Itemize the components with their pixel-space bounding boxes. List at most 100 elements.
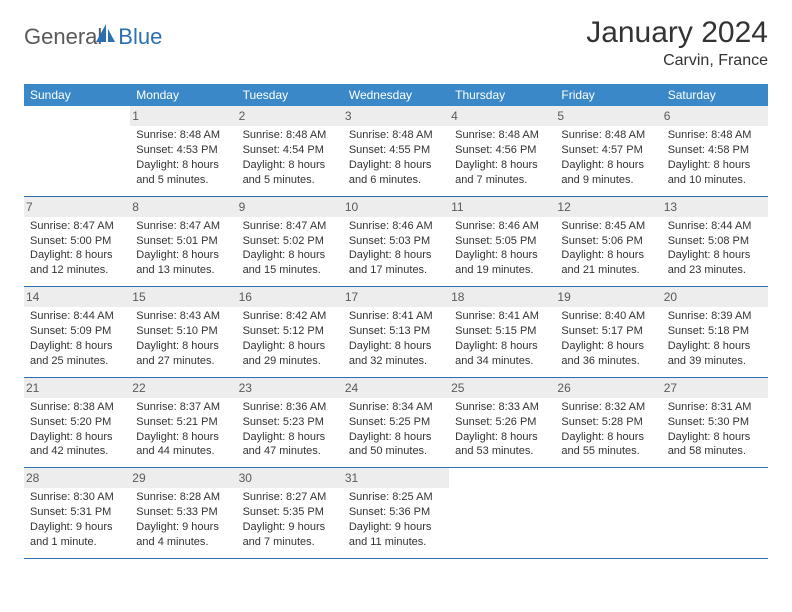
calendar-cell: 14Sunrise: 8:44 AMSunset: 5:09 PMDayligh… [24,287,130,378]
logo-text-general: General [24,24,102,50]
sunset-text: Sunset: 5:25 PM [349,415,443,430]
day-number: 12 [555,197,661,217]
calendar-cell: 4Sunrise: 8:48 AMSunset: 4:56 PMDaylight… [449,106,555,196]
day-header: Friday [555,84,661,106]
daylight-text: Daylight: 8 hours and 55 minutes. [561,430,655,460]
daylight-text: Daylight: 8 hours and 15 minutes. [243,248,337,278]
daylight-text: Daylight: 8 hours and 44 minutes. [136,430,230,460]
sunset-text: Sunset: 4:54 PM [243,143,337,158]
sunset-text: Sunset: 5:28 PM [561,415,655,430]
calendar-cell [662,468,768,559]
sunset-text: Sunset: 5:00 PM [30,234,124,249]
daylight-text: Daylight: 8 hours and 34 minutes. [455,339,549,369]
sunrise-text: Sunrise: 8:47 AM [30,219,124,234]
day-number: 7 [24,197,130,217]
sunset-text: Sunset: 5:02 PM [243,234,337,249]
calendar-cell: 13 Sunrise: 8:44 AMSunset: 5:08 PMDayligh… [662,196,768,287]
sunset-text: Sunset: 5:23 PM [243,415,337,430]
day-number: 20 [662,287,768,307]
sunrise-text: Sunrise: 8:48 AM [455,128,549,143]
sunset-text: Sunset: 4:56 PM [455,143,549,158]
calendar-cell: 9Sunrise: 8:47 AMSunset: 5:02 PMDaylight… [237,196,343,287]
calendar-row: 14Sunrise: 8:44 AMSunset: 5:09 PMDayligh… [24,287,768,378]
sunrise-text: Sunrise: 8:48 AM [668,128,762,143]
daylight-text: Daylight: 8 hours and 39 minutes. [668,339,762,369]
sunset-text: Sunset: 5:05 PM [455,234,549,249]
day-number: 10 [343,197,449,217]
calendar-cell: 22Sunrise: 8:37 AMSunset: 5:21 PMDayligh… [130,377,236,468]
sunset-text: Sunset: 5:10 PM [136,324,230,339]
day-number: 26 [555,378,661,398]
sunrise-text: Sunrise: 8:41 AM [349,309,443,324]
sunrise-text: Sunrise: 8:44 AM [668,219,762,234]
calendar-table: Sunday Monday Tuesday Wednesday Thursday… [24,84,768,559]
calendar-cell [449,468,555,559]
location-label: Carvin, France [586,52,768,70]
day-number: 27 [662,378,768,398]
calendar-cell: 11Sunrise: 8:46 AMSunset: 5:05 PMDayligh… [449,196,555,287]
daylight-text: Daylight: 8 hours and 27 minutes. [136,339,230,369]
month-title: January 2024 [586,16,768,50]
sunrise-text: Sunrise: 8:36 AM [243,400,337,415]
daylight-text: Daylight: 8 hours and 23 minutes. [668,248,762,278]
day-number: 9 [237,197,343,217]
sunrise-text: Sunrise: 8:34 AM [349,400,443,415]
sunset-text: Sunset: 4:57 PM [561,143,655,158]
daylight-text: Daylight: 8 hours and 13 minutes. [136,248,230,278]
sunrise-text: Sunrise: 8:27 AM [243,490,337,505]
sunset-text: Sunset: 5:13 PM [349,324,443,339]
sunrise-text: Sunrise: 8:43 AM [136,309,230,324]
logo-sail-icon [92,22,118,51]
day-number: 19 [555,287,661,307]
daylight-text: Daylight: 8 hours and 5 minutes. [136,158,230,188]
calendar-cell: 18Sunrise: 8:41 AMSunset: 5:15 PMDayligh… [449,287,555,378]
daylight-text: Daylight: 8 hours and 10 minutes. [668,158,762,188]
day-number: 6 [662,106,768,126]
sunrise-text: Sunrise: 8:41 AM [455,309,549,324]
calendar-cell: 12Sunrise: 8:45 AMSunset: 5:06 PMDayligh… [555,196,661,287]
sunset-text: Sunset: 5:01 PM [136,234,230,249]
calendar-row: 7 Sunrise: 8:47 AMSunset: 5:00 PM Daylight… [24,196,768,287]
daylight-text: Daylight: 8 hours and 9 minutes. [561,158,655,188]
sunset-text: Sunset: 5:30 PM [668,415,762,430]
sunset-text: Sunset: 5:15 PM [455,324,549,339]
calendar-cell: 8Sunrise: 8:47 AMSunset: 5:01 PMDaylight… [130,196,236,287]
day-number: 2 [237,106,343,126]
day-number: 22 [130,378,236,398]
calendar-row: 1Sunrise: 8:48 AMSunset: 4:53 PMDaylight… [24,106,768,196]
day-number: 30 [237,468,343,488]
day-number: 23 [237,378,343,398]
day-number: 31 [343,468,449,488]
calendar-cell: 5Sunrise: 8:48 AMSunset: 4:57 PMDaylight… [555,106,661,196]
calendar-cell: 17Sunrise: 8:41 AMSunset: 5:13 PMDayligh… [343,287,449,378]
sunset-text: Sunset: 5:31 PM [30,505,124,520]
calendar-cell: 15 Sunrise: 8:43 AMSunset: 5:10 PMDayligh… [130,287,236,378]
sunset-text: Sunset: 4:55 PM [349,143,443,158]
daylight-text: Daylight: 8 hours and 36 minutes. [561,339,655,369]
day-header: Monday [130,84,236,106]
day-number: 21 [24,378,130,398]
day-number: 5 [555,106,661,126]
daylight-text: Daylight: 8 hours and 21 minutes. [561,248,655,278]
day-number: 13 [662,197,768,217]
daylight-text: Daylight: 8 hours and 29 minutes. [243,339,337,369]
day-number: 8 [130,197,236,217]
calendar-cell: 25Sunrise: 8:33 AMSunset: 5:26 PMDayligh… [449,377,555,468]
sunset-text: Sunset: 4:58 PM [668,143,762,158]
day-number: 14 [24,287,130,307]
day-number: 15 [130,287,236,307]
sunrise-text: Sunrise: 8:46 AM [455,219,549,234]
calendar-cell: 24Sunrise: 8:34 AMSunset: 5:25 PMDayligh… [343,377,449,468]
day-header: Wednesday [343,84,449,106]
daylight-text: Daylight: 8 hours and 42 minutes. [30,430,124,460]
sunset-text: Sunset: 5:08 PM [668,234,762,249]
sunset-text: Sunset: 5:18 PM [668,324,762,339]
sunrise-text: Sunrise: 8:32 AM [561,400,655,415]
day-number: 28 [24,468,130,488]
sunrise-text: Sunrise: 8:48 AM [243,128,337,143]
sunrise-text: Sunrise: 8:37 AM [136,400,230,415]
daylight-text: Daylight: 8 hours and 47 minutes. [243,430,337,460]
title-block: January 2024 Carvin, France [586,16,768,70]
calendar-cell: 27Sunrise: 8:31 AMSunset: 5:30 PMDayligh… [662,377,768,468]
sunset-text: Sunset: 5:35 PM [243,505,337,520]
